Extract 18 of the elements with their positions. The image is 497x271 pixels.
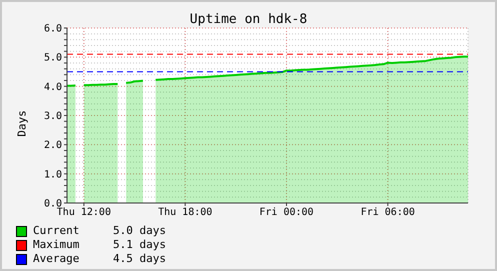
y-tick-label: 5.0	[44, 52, 62, 64]
legend-label: Average	[33, 252, 80, 266]
chart-title: Uptime on hdk-8	[190, 12, 308, 27]
text: 5.1 days	[113, 238, 166, 252]
text: 4.5 days	[113, 252, 166, 266]
y-tick-label: 6.0	[44, 24, 62, 35]
x-tick-label: Fri 06:00	[360, 207, 415, 218]
x-tick-label: Thu 18:00	[158, 207, 212, 218]
y-tick-label: 1.0	[44, 169, 62, 180]
text: 5.0 days	[113, 224, 166, 238]
y-tick-label: 3.0	[44, 111, 62, 122]
legend-label: Maximum	[33, 238, 80, 252]
y-tick-label: 2.0	[44, 140, 62, 152]
y-tick-label: 4.0	[44, 82, 62, 93]
legend-label: Current	[33, 224, 80, 238]
x-tick-label: Fri 00:00	[259, 207, 314, 218]
y-axis-title: Days	[16, 109, 28, 139]
x-tick-label: Thu 12:00	[56, 207, 111, 218]
